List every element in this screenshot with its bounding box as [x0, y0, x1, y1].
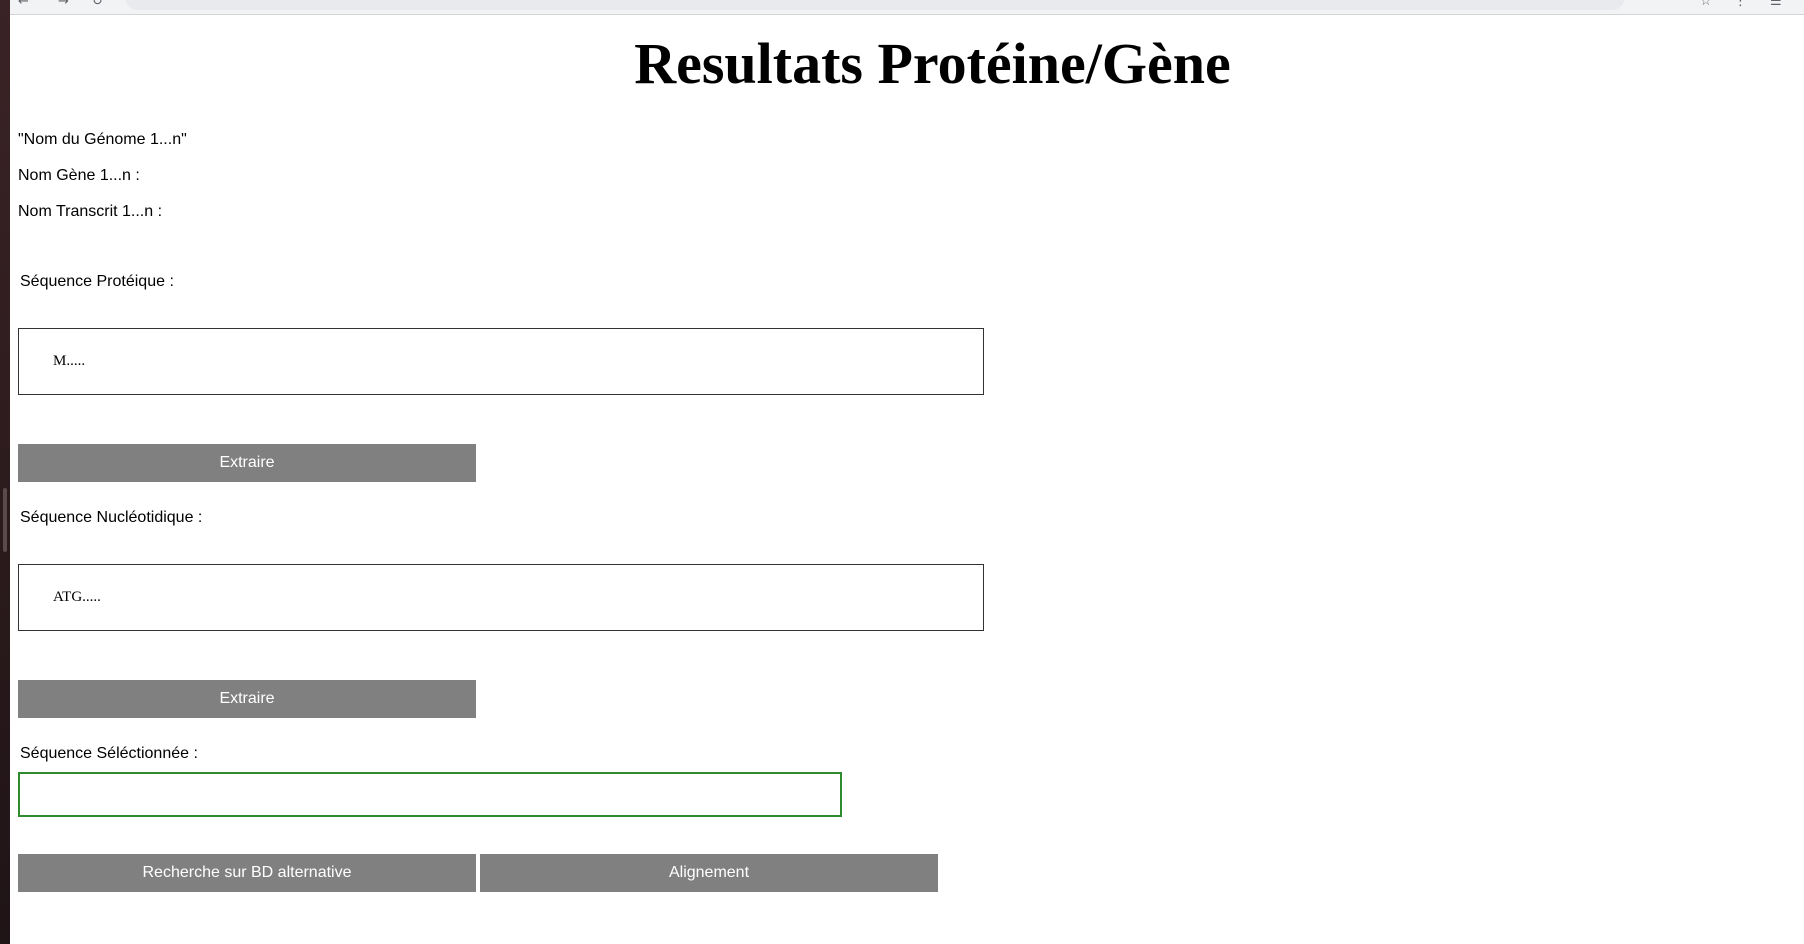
selected-sequence-label: Séquence Séléctionnée : [20, 745, 198, 762]
protein-sequence-label: Séquence Protéique : [20, 273, 174, 290]
protein-sequence-box[interactable]: M..... [18, 328, 984, 395]
gene-name: Nom Gène 1...n : [18, 167, 140, 184]
back-icon[interactable]: ← [18, 0, 29, 9]
selected-sequence-input[interactable] [18, 772, 842, 817]
reload-icon[interactable]: ↻ [92, 0, 103, 9]
bookmark-star-icon[interactable]: ☆ [1700, 0, 1712, 9]
extract-nucleotide-button[interactable]: Extraire [18, 680, 476, 718]
alternative-db-search-button[interactable]: Recherche sur BD alternative [18, 854, 476, 892]
nucleotide-sequence-text: ATG..... [53, 589, 101, 605]
page-title: Resultats Protéine/Gène [634, 31, 1231, 96]
nucleotide-sequence-box[interactable]: ATG..... [18, 564, 984, 631]
protein-sequence-text: M..... [53, 353, 86, 369]
extensions-icon[interactable]: ⋮ [1734, 0, 1747, 9]
nucleotide-sequence-label: Séquence Nucléotidique : [20, 509, 203, 526]
window-resize-handle[interactable] [3, 488, 7, 552]
menu-icon[interactable]: ☰ [1770, 0, 1782, 9]
desktop-background [0, 0, 10, 944]
browser-window: ← → ↻ ☆ ⋮ ☰ Resultats Protéine/Gène "Nom… [10, 0, 1804, 944]
browser-toolbar: ← → ↻ ☆ ⋮ ☰ [10, 0, 1804, 15]
forward-icon[interactable]: → [58, 0, 69, 9]
alignment-button[interactable]: Alignement [480, 854, 938, 892]
genome-name: "Nom du Génome 1...n" [18, 131, 187, 148]
extract-protein-button[interactable]: Extraire [18, 444, 476, 482]
address-bar[interactable] [125, 0, 1625, 10]
transcript-name: Nom Transcrit 1...n : [18, 203, 163, 220]
page-content: Resultats Protéine/Gène "Nom du Génome 1… [10, 14, 1804, 944]
